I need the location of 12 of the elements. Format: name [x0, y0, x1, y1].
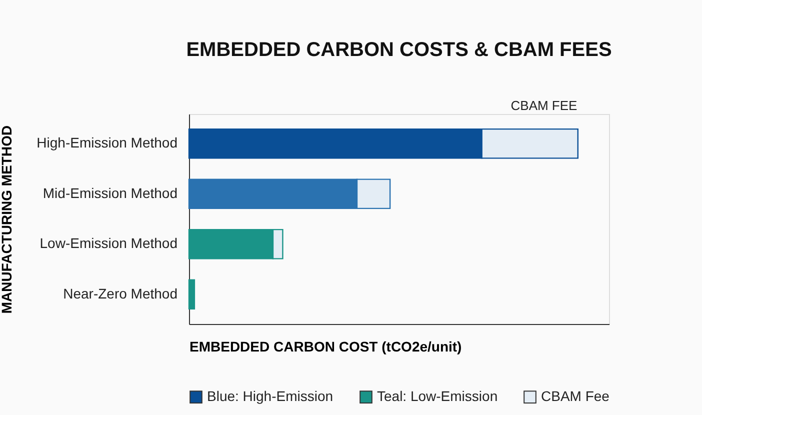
text: CBAM FEE	[510, 98, 578, 113]
y-axis-title: MANUFACTURING METHOD	[0, 125, 15, 314]
chart-title: EMBEDDED CARBON COSTS & CBAM FEES	[186, 39, 612, 61]
legend-label: Teal: Low-Emission	[377, 388, 498, 404]
y-tick-label: Mid-Emission Method	[42, 184, 178, 201]
y-tick-label: Near-Zero Method	[63, 285, 178, 302]
legend-label: Blue: High-Emission	[207, 388, 334, 404]
bar	[188, 279, 196, 310]
x-axis-title: EMBEDDED CARBON COST (tCO2e/unit)	[190, 338, 462, 354]
y-tick-label: High-Emission Method	[36, 134, 178, 151]
legend-label: CBAM Fee	[541, 388, 610, 404]
y-tick-label: Low-Emission Method	[40, 235, 178, 252]
